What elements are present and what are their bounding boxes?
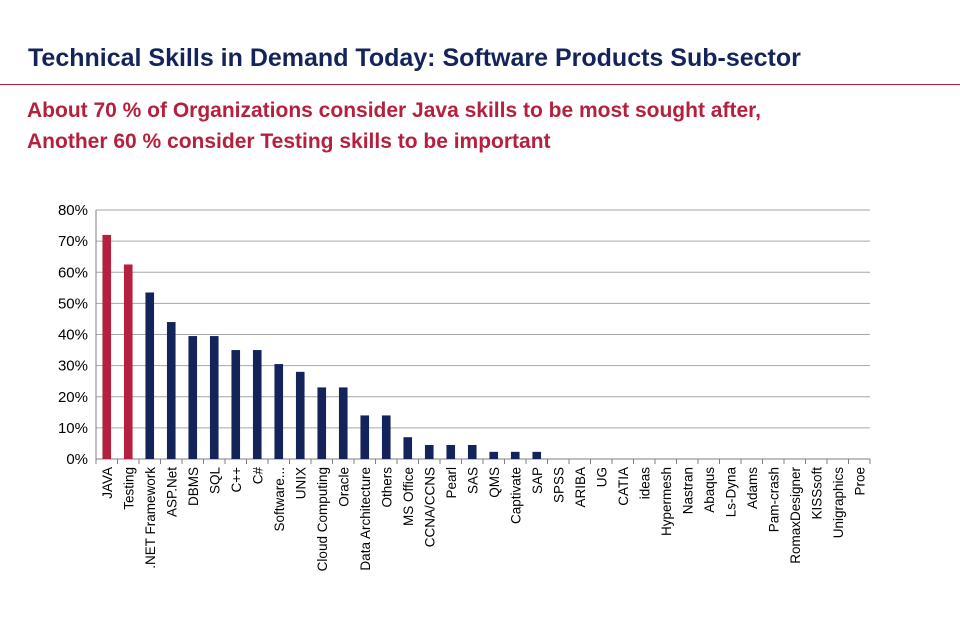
x-tick-label: SQL [207, 467, 222, 495]
bar [274, 364, 284, 459]
bars [102, 234, 542, 459]
bar [446, 444, 456, 459]
bar [295, 371, 305, 459]
x-tick-label: .NET Framework [143, 467, 158, 569]
bar [532, 451, 542, 459]
bar [317, 387, 327, 459]
x-tick-label: CATIA [616, 467, 631, 506]
x-tick-label: ideas [637, 467, 652, 500]
y-tick-label: 50% [58, 295, 88, 312]
x-tick-label: SAP [530, 467, 545, 494]
y-tick-label: 40% [58, 327, 88, 344]
x-tick-label: RomaxDesigner [788, 467, 803, 564]
bar [467, 444, 477, 459]
y-tick-label: 0% [66, 451, 88, 468]
x-tick-label: Data Architecture [358, 467, 373, 571]
subtitle: About 70 % of Organizations consider Jav… [27, 95, 761, 157]
subtitle-line-2: Another 60 % consider Testing skills to … [27, 130, 551, 153]
x-tick-label: CCNA/CCNS [422, 467, 437, 547]
x-tick-label: Software... [272, 467, 287, 532]
x-tick-label: Testing [121, 467, 136, 510]
bar [403, 437, 413, 459]
bar [231, 350, 241, 459]
x-tick-label: QMS [487, 467, 502, 498]
y-tick-label: 10% [58, 420, 88, 437]
bar [102, 234, 112, 459]
y-tick-label: 30% [58, 358, 88, 375]
x-tick-label: SAS [465, 467, 480, 494]
x-tick-label: Hypermesh [659, 467, 674, 536]
x-tick-label: Oracle [336, 467, 351, 507]
x-tick-label: JAVA [100, 467, 115, 499]
x-tick-label: Pam-crash [766, 467, 781, 532]
bar [252, 350, 262, 459]
x-tick-label: DBMS [186, 467, 201, 506]
y-tick-label: 70% [58, 233, 88, 250]
x-tick-label: Ls-Dyna [723, 467, 738, 518]
x-tick-label: UG [594, 467, 609, 487]
x-tick-label: Cloud Computing [315, 467, 330, 571]
x-tick-label: C# [250, 467, 265, 485]
x-tick-label: Others [379, 467, 394, 508]
gridlines [95, 209, 871, 464]
x-tick-label: UNIX [293, 467, 308, 499]
x-tick-label: Adams [745, 467, 760, 509]
x-tick-label: C++ [229, 467, 244, 493]
bar [166, 322, 176, 459]
subtitle-line-1: About 70 % of Organizations consider Jav… [27, 99, 761, 122]
x-tick-label: Nastran [680, 467, 695, 514]
x-tick-label: ASP.Net [164, 467, 179, 517]
x-tick-label: Unigraphics [831, 467, 846, 539]
bar [338, 387, 348, 459]
x-tick-label: KISSsoft [809, 467, 824, 520]
bar [209, 336, 219, 459]
x-tick-label: Proe [852, 467, 867, 496]
title-divider [0, 84, 960, 85]
x-tick-label: SPSS [551, 467, 566, 503]
y-tick-label: 80% [58, 202, 88, 219]
x-tick-label: MS Office [401, 467, 416, 526]
x-tick-label: Captivate [508, 467, 523, 524]
page-title: Technical Skills in Demand Today: Softwa… [28, 44, 801, 72]
y-axis-ticks: 0% 10% 20% 30% 40% 50% 60% 70% 80% [58, 202, 88, 468]
x-tick-label: Abaqus [702, 467, 717, 513]
y-tick-label: 60% [58, 264, 88, 281]
bar [188, 336, 198, 459]
x-tick-label: Pearl [444, 467, 459, 499]
bar [424, 444, 434, 459]
bar [145, 292, 155, 459]
bar [360, 415, 370, 459]
bar [123, 264, 133, 459]
bar [381, 415, 391, 459]
y-tick-label: 20% [58, 389, 88, 406]
x-axis-labels: JAVA Testing .NET Framework ASP.Net DBMS SQL C… [100, 467, 868, 572]
x-tick-label: ARIBA [573, 467, 588, 508]
bar [510, 451, 520, 459]
bar [489, 451, 499, 459]
